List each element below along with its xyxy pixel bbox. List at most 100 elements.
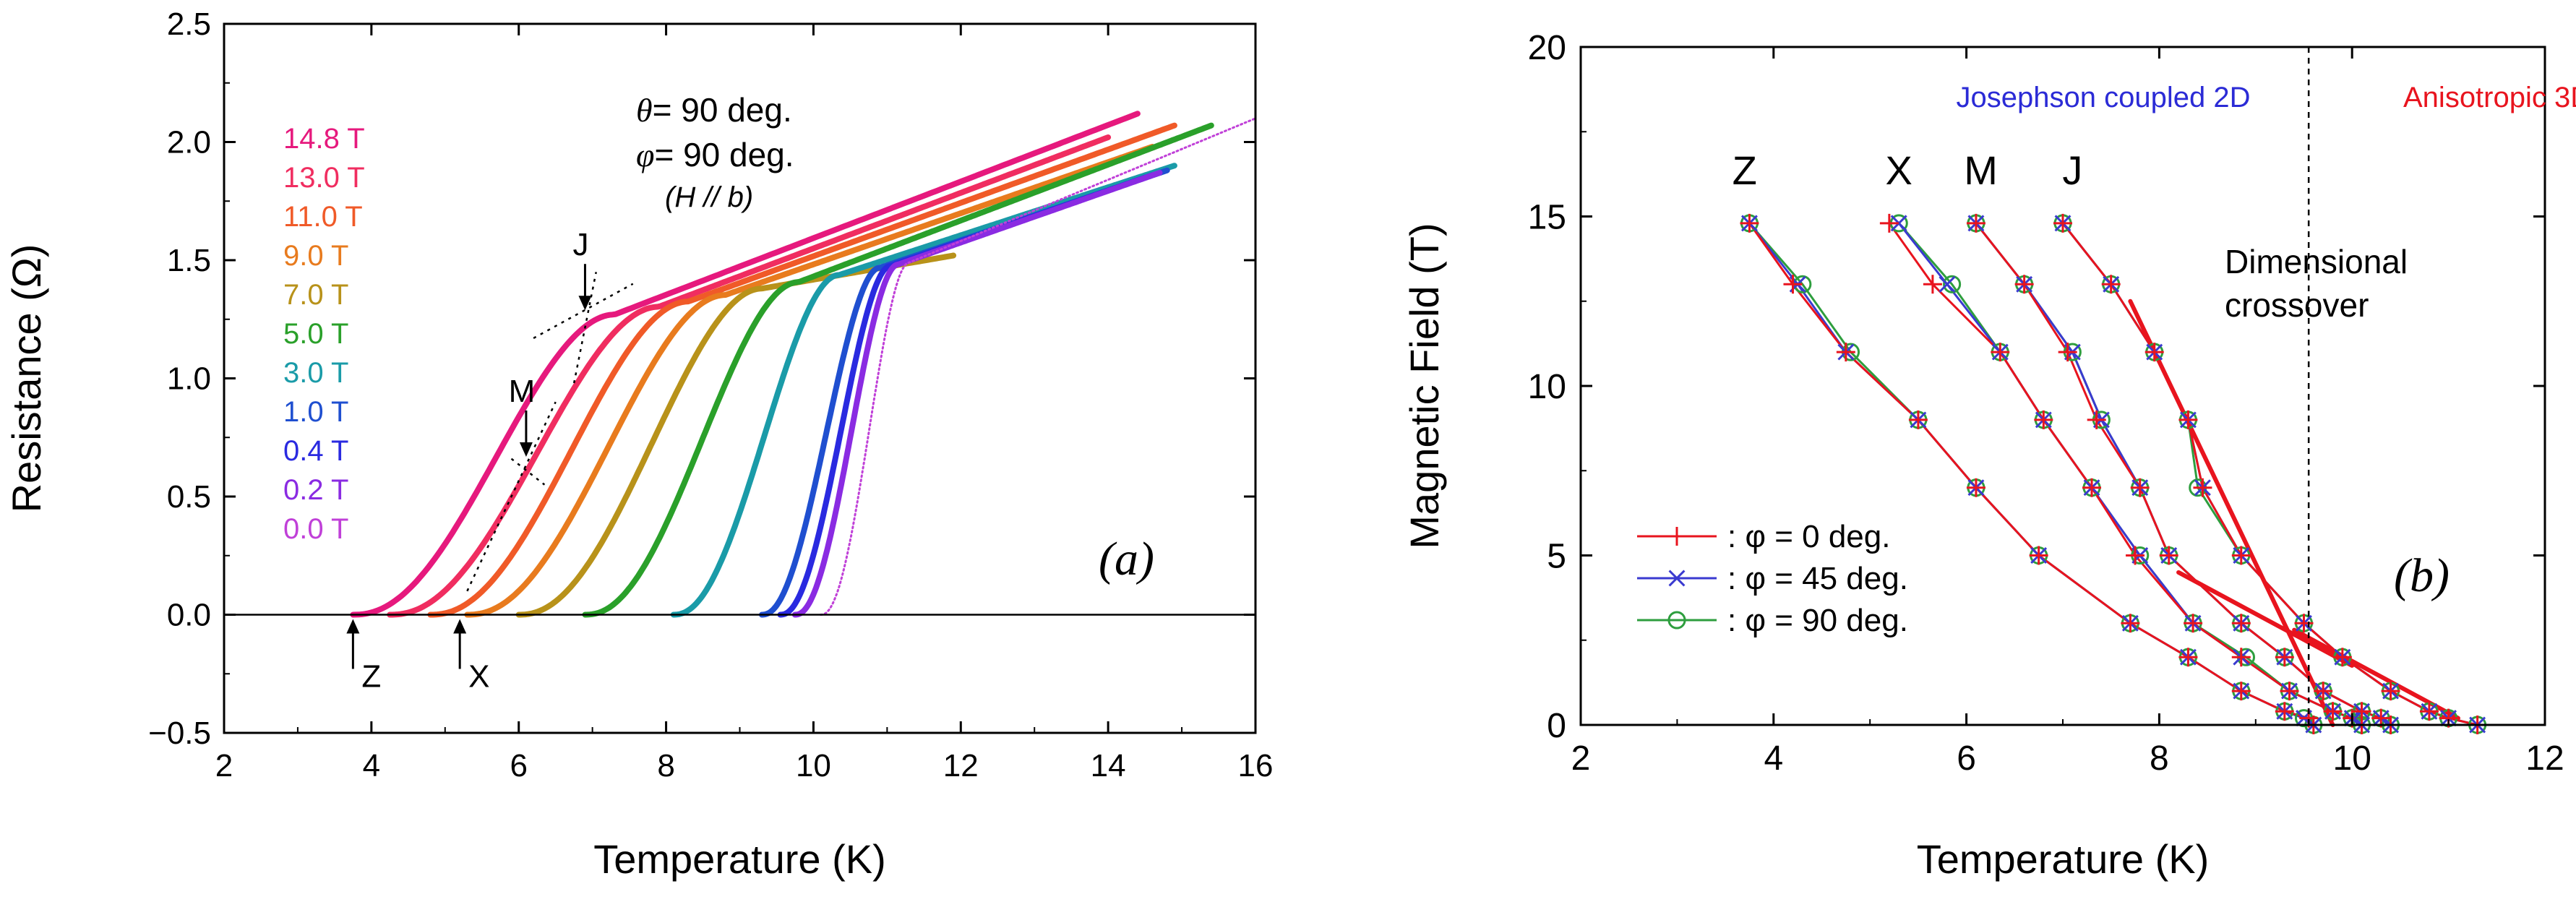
point-X-phi45 xyxy=(1890,215,1907,232)
marker-label-M: M xyxy=(509,374,536,409)
marker-Z-arrowhead xyxy=(346,619,360,634)
panel-a-ticks: 2 4 6 8 10 12 14 16 −0.5 0.0 0.5 1.0 1.5 2.0 2.5 xyxy=(148,7,1273,783)
theta-symbol: θ xyxy=(636,92,653,129)
y-tick-label-1: 1.0 xyxy=(167,361,211,397)
legend-field-1-0-T: 1.0 T xyxy=(283,396,348,428)
series-Z-phi0 xyxy=(1748,223,2315,726)
legend-label-phi90: : φ = 90 deg. xyxy=(1727,603,1908,638)
crossover-label-line1: Dimensional xyxy=(2225,243,2408,280)
point-Z-phi0 xyxy=(1740,213,1759,233)
point-M-phi0 xyxy=(2314,682,2333,701)
curve-7-0-T xyxy=(515,252,957,618)
panel-b-label: (b) xyxy=(2394,549,2450,602)
panel-b-ticks: 2 4 6 8 10 12 0 5 10 15 20 xyxy=(1528,29,2564,778)
point-M-phi0 xyxy=(2231,614,2251,633)
point-J-phi0 xyxy=(2231,546,2251,565)
y-tick-label-0.5: 0.5 xyxy=(167,479,211,515)
point-M-phi0 xyxy=(2087,410,2106,429)
point-X-phi0 xyxy=(1923,275,1942,294)
point-J-phi0 xyxy=(2193,478,2212,497)
point-X-phi0 xyxy=(2126,546,2145,565)
panel-b-y-axis-label: Magnetic Field (T) xyxy=(1401,223,1447,549)
x-tick-label-2: 2 xyxy=(215,748,233,783)
point-J-phi0 xyxy=(2381,682,2400,701)
phi-condition: φ= 90 deg. xyxy=(636,136,794,173)
theta-value: = 90 deg. xyxy=(653,91,792,129)
legend-field-13-0-T: 13.0 T xyxy=(283,162,365,194)
point-X-phi0 xyxy=(2280,682,2299,701)
anisotropic-region-label: Anisotropic 3D xyxy=(2403,82,2576,113)
phi-legend: : φ = 0 deg.: φ = 45 deg.: φ = 90 deg. xyxy=(1637,519,1908,638)
panel-b-data-points xyxy=(1740,213,2487,734)
curve-0-0-T xyxy=(820,117,1257,616)
legend-label-phi45: : φ = 45 deg. xyxy=(1727,561,1908,596)
fit-line-1 xyxy=(2128,298,2335,727)
panel-a-resistance-vs-temperature: 2 4 6 8 10 12 14 16 −0.5 0.0 0.5 1.0 1.5 2.0 2.5 14.8 … xyxy=(4,7,1273,882)
x-tick-label-6: 6 xyxy=(510,748,527,783)
panel-b-series-lines xyxy=(1748,222,2478,726)
point-X-phi0 xyxy=(2231,648,2251,667)
j-steep-line xyxy=(572,272,597,384)
legend-field-0-0-T: 0.0 T xyxy=(283,513,348,545)
legend-field-5-0-T: 5.0 T xyxy=(283,318,348,350)
point-X-phi0 xyxy=(1879,213,1899,233)
point-M-phi0 xyxy=(1966,213,1985,233)
panel-a-x-axis-label: Temperature (K) xyxy=(593,836,886,882)
curve-3-0-T xyxy=(670,163,1177,618)
phi-value: = 90 deg. xyxy=(654,136,794,173)
point-M-phi0 xyxy=(2014,275,2034,294)
column-label-X: X xyxy=(1886,147,1912,193)
b-x-tick-label-6: 6 xyxy=(1957,739,1976,778)
y-tick-label--0.5: −0.5 xyxy=(148,716,211,751)
point-Z-phi0 xyxy=(1908,410,1928,429)
panel-b-fit-lines xyxy=(2128,298,2460,727)
b-y-tick-label-0: 0 xyxy=(1547,707,1566,745)
phi-symbol: φ xyxy=(636,137,654,173)
curve-14-8-T xyxy=(350,111,1141,618)
point-J-phi0 xyxy=(2101,275,2121,294)
legend-field-14-8-T: 14.8 T xyxy=(283,123,365,155)
panel-a-label: (a) xyxy=(1099,533,1154,585)
curve-13-0-T xyxy=(387,134,1112,618)
marker-X-arrowhead xyxy=(453,619,467,634)
legend-marker-phi0 xyxy=(1667,527,1686,546)
curve-9-0-T xyxy=(464,144,1156,618)
point-M-phi0 xyxy=(2058,343,2077,362)
j-tangent-line xyxy=(533,283,634,340)
legend-field-7-0-T: 7.0 T xyxy=(283,279,348,311)
curve-0-2-T xyxy=(791,170,1163,618)
x-tick-label-14: 14 xyxy=(1091,748,1126,783)
onset-construction-lines xyxy=(466,272,634,592)
point-X-phi0 xyxy=(2184,614,2203,633)
marker-label-J: J xyxy=(572,227,588,262)
point-X-phi0 xyxy=(2323,702,2343,721)
theta-condition: θ= 90 deg. xyxy=(636,91,792,129)
field-legend: 14.8 T 13.0 T 11.0 T 9.0 T 7.0 T 5.0 T 3.0 T 1.… xyxy=(283,123,365,545)
point-X-phi0 xyxy=(2082,478,2102,497)
x-tick-label-16: 16 xyxy=(1238,748,1274,783)
x-tick-label-12: 12 xyxy=(943,748,979,783)
field-orientation: (H // b) xyxy=(665,181,753,213)
panel-b-x-axis-label: Temperature (K) xyxy=(1917,836,2210,882)
point-J-phi0 xyxy=(2332,648,2352,667)
point-M-phi0 xyxy=(2275,648,2294,667)
b-x-tick-label-8: 8 xyxy=(2150,739,2169,778)
point-M-phi0 xyxy=(2130,478,2150,497)
x-tick-label-10: 10 xyxy=(796,748,831,783)
column-label-J: J xyxy=(2062,147,2082,193)
point-J-phi0 xyxy=(2178,410,2198,429)
b-y-tick-label-20: 20 xyxy=(1528,29,1566,67)
b-x-tick-label-12: 12 xyxy=(2525,739,2564,778)
point-Z-phi0 xyxy=(1836,343,1855,362)
crossover-label-line2: crossover xyxy=(2225,286,2369,324)
b-y-tick-label-15: 15 xyxy=(1528,199,1566,237)
b-y-tick-label-5: 5 xyxy=(1547,538,1566,576)
point-J-phi0 xyxy=(2419,702,2439,721)
point-M-phi0 xyxy=(2159,546,2178,565)
point-Z-phi0 xyxy=(2178,648,2198,667)
b-x-tick-label-4: 4 xyxy=(1764,739,1783,778)
point-Z-phi0 xyxy=(1783,275,1803,294)
curve-11-0-T xyxy=(427,122,1177,618)
x-tick-label-4: 4 xyxy=(363,748,380,783)
point-X-phi45 xyxy=(1939,275,1956,293)
